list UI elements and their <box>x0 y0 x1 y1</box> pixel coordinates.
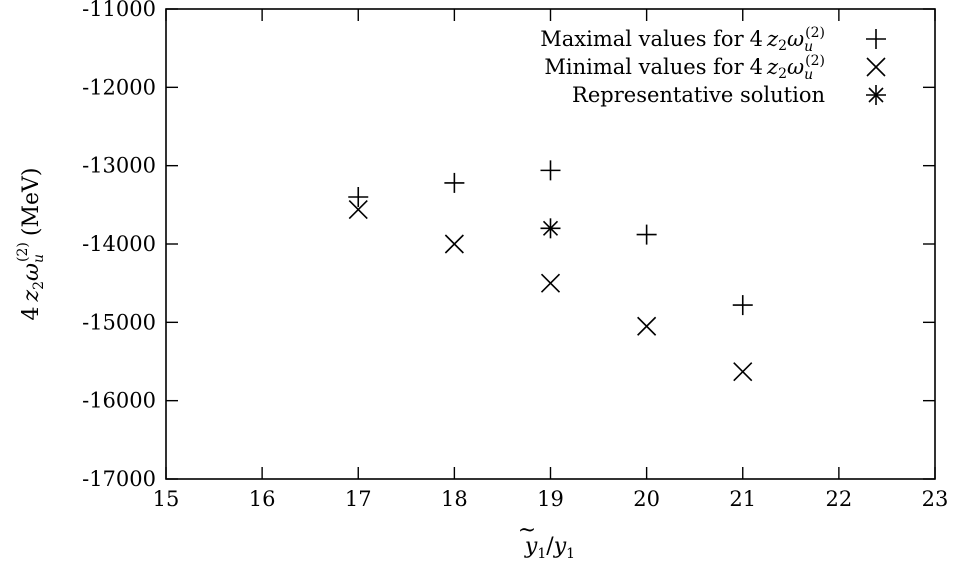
y-tick-label: -13000 <box>82 154 156 178</box>
x-tick-label: 18 <box>441 487 468 511</box>
legend-label-minimal: Minimal values for 4 z2ωu(2) <box>544 53 825 83</box>
x-tick-label: 19 <box>537 487 564 511</box>
representative-point <box>540 218 561 239</box>
x-tick-label: 16 <box>249 487 276 511</box>
legend-marker-star <box>866 85 886 105</box>
legend-marker-plus <box>866 29 886 49</box>
axis-ticks <box>165 8 936 480</box>
x-tick-label: 17 <box>345 487 372 511</box>
x-tick-label: 23 <box>922 487 949 511</box>
x-tick-label: 22 <box>826 487 853 511</box>
x-tick-label: 20 <box>633 487 660 511</box>
y-tick-label: -17000 <box>82 467 156 491</box>
plot-frame <box>165 8 936 480</box>
legend: Maximal values for 4 z2ωu(2) Minimal value… <box>540 25 886 107</box>
y-tick-label: -12000 <box>82 75 156 99</box>
minimal-point <box>733 362 753 382</box>
minimal-point <box>444 234 464 254</box>
y-tick-label: -11000 <box>82 0 156 21</box>
y-tick-label: -15000 <box>82 310 156 334</box>
y-tick-labels: -11000 -12000 -13000 -14000 -15000 -16000 -170… <box>82 0 156 491</box>
maximal-point <box>636 224 657 245</box>
data-points <box>348 160 753 382</box>
y-axis-title: 4z2ωu(2)(MeV) <box>15 168 47 321</box>
x-axis-title-tilde: ~ <box>518 518 536 543</box>
minimal-point <box>348 199 368 220</box>
minimal-point <box>540 273 561 293</box>
maximal-point <box>732 295 753 316</box>
x-tick-label: 21 <box>729 487 756 511</box>
legend-marker-cross <box>866 57 886 77</box>
legend-label-representative: Representative solution <box>572 83 825 107</box>
x-tick-labels: 15 16 17 18 19 20 21 22 23 <box>153 487 949 511</box>
x-axis-title-main: y <box>524 534 538 559</box>
y-tick-label: -14000 <box>82 232 156 256</box>
x-tick-label: 15 <box>153 487 180 511</box>
minimal-point <box>637 316 657 336</box>
maximal-point <box>348 187 369 207</box>
legend-markers <box>866 29 886 105</box>
maximal-point <box>540 160 561 181</box>
y-tick-label: -16000 <box>82 389 156 413</box>
maximal-point <box>444 172 465 193</box>
x-axis-title: y1/y1 <box>524 534 575 562</box>
legend-label-maximal: Maximal values for 4 z2ωu(2) <box>540 25 825 55</box>
